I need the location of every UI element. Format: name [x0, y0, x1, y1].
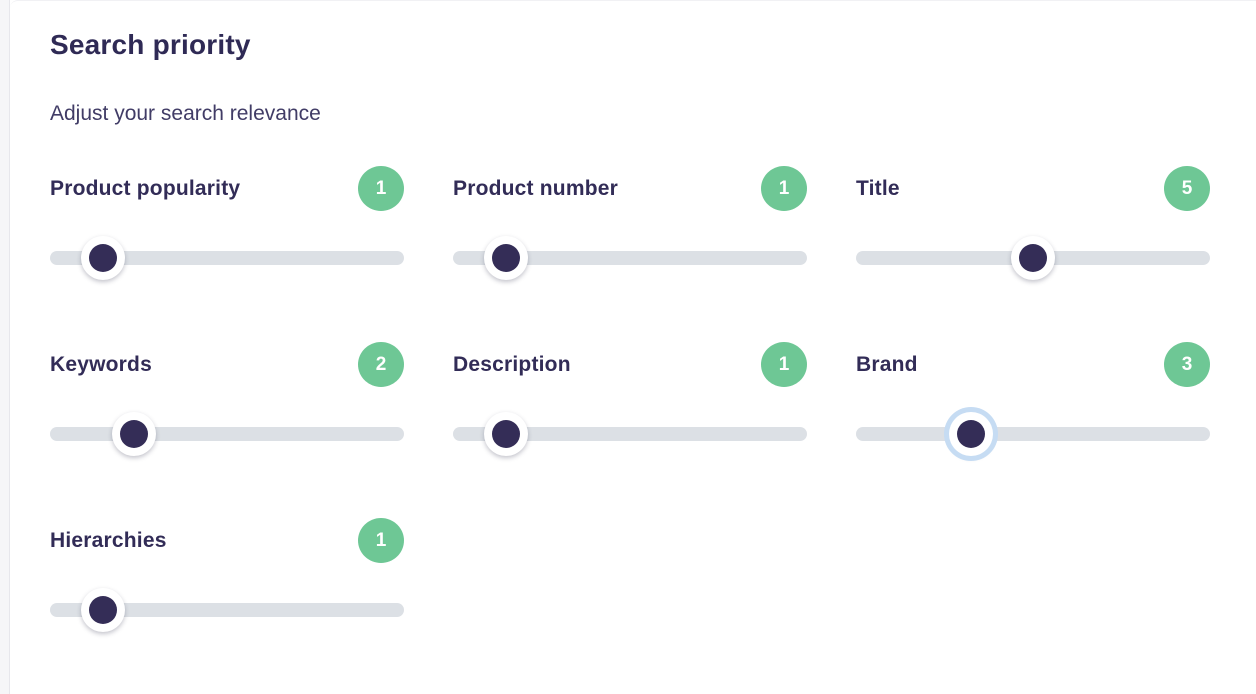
slider-control[interactable] — [50, 236, 404, 280]
slider-thumb[interactable] — [81, 588, 125, 632]
slider-label: Hierarchies — [50, 528, 167, 552]
search-priority-card: Search priority Adjust your search relev… — [10, 0, 1256, 694]
slider-thumb-dot — [1019, 244, 1047, 272]
slider-header: Keywords 2 — [50, 342, 404, 387]
slider-control[interactable] — [453, 412, 807, 456]
slider-track[interactable] — [50, 251, 404, 265]
slider-track[interactable] — [856, 427, 1210, 441]
slider-value-badge: 5 — [1164, 166, 1210, 211]
slider-thumb[interactable] — [1011, 236, 1055, 280]
slider-header: Title 5 — [856, 166, 1210, 211]
page-gutter — [0, 0, 10, 694]
page-title: Search priority — [50, 29, 251, 60]
slider-field-product-popularity: Product popularity 1 — [50, 166, 404, 280]
slider-thumb-dot — [957, 420, 985, 448]
slider-label: Product popularity — [50, 176, 241, 200]
slider-header: Brand 3 — [856, 342, 1210, 387]
slider-field-hierarchies: Hierarchies 1 — [50, 518, 404, 632]
slider-thumb-dot — [89, 244, 117, 272]
slider-track[interactable] — [453, 251, 807, 265]
slider-label: Title — [856, 176, 900, 200]
slider-label: Description — [453, 352, 571, 376]
slider-track[interactable] — [50, 427, 404, 441]
slider-value-badge: 1 — [761, 342, 807, 387]
slider-control[interactable] — [50, 412, 404, 456]
slider-field-brand: Brand 3 — [856, 342, 1210, 456]
slider-track[interactable] — [50, 603, 404, 617]
slider-thumb-dot — [492, 244, 520, 272]
slider-value-badge: 1 — [761, 166, 807, 211]
slider-thumb[interactable] — [81, 236, 125, 280]
slider-thumb-dot — [89, 596, 117, 624]
page-subtitle: Adjust your search relevance — [50, 102, 321, 125]
slider-label: Product number — [453, 176, 618, 200]
slider-header: Description 1 — [453, 342, 807, 387]
slider-field-description: Description 1 — [453, 342, 807, 456]
slider-header: Product number 1 — [453, 166, 807, 211]
slider-thumb[interactable] — [949, 412, 993, 456]
slider-thumb[interactable] — [484, 412, 528, 456]
slider-track[interactable] — [453, 427, 807, 441]
slider-value-badge: 2 — [358, 342, 404, 387]
slider-label: Keywords — [50, 352, 152, 376]
slider-field-keywords: Keywords 2 — [50, 342, 404, 456]
slider-control[interactable] — [856, 236, 1210, 280]
slider-value-badge: 3 — [1164, 342, 1210, 387]
slider-control[interactable] — [453, 236, 807, 280]
slider-thumb[interactable] — [484, 236, 528, 280]
slider-value-badge: 1 — [358, 518, 404, 563]
slider-value-badge: 1 — [358, 166, 404, 211]
slider-thumb[interactable] — [112, 412, 156, 456]
slider-header: Hierarchies 1 — [50, 518, 404, 563]
slider-thumb-dot — [120, 420, 148, 448]
slider-control[interactable] — [856, 412, 1210, 456]
sliders-grid: Product popularity 1 Product number 1 Ti… — [50, 166, 1211, 632]
slider-field-product-number: Product number 1 — [453, 166, 807, 280]
slider-label: Brand — [856, 352, 918, 376]
slider-thumb-dot — [492, 420, 520, 448]
slider-control[interactable] — [50, 588, 404, 632]
slider-field-title: Title 5 — [856, 166, 1210, 280]
slider-header: Product popularity 1 — [50, 166, 404, 211]
